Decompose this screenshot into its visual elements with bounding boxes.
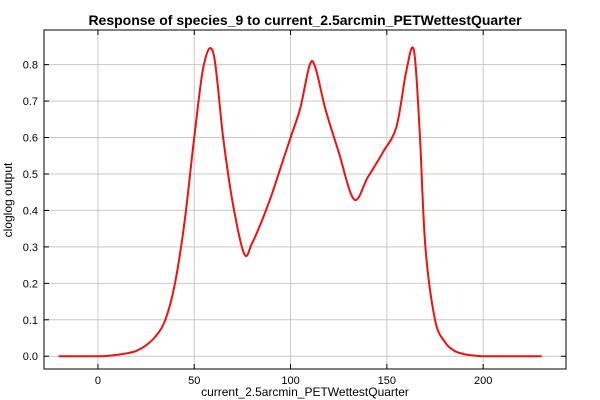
chart-title: Response of species_9 to current_2.5arcm… (88, 12, 522, 28)
y-tick-label: 0.6 (23, 133, 38, 145)
y-axis-label: cloglog output (1, 162, 15, 237)
x-tick-label: 100 (281, 375, 299, 387)
y-tick-label: 0.3 (23, 242, 38, 254)
axis-ticks: 0 50 100 150 200 0.0 0.1 0.2 0.3 0.4 0.5 0.6 0.7 0.8 (23, 30, 566, 387)
y-tick-label: 0.0 (23, 351, 38, 363)
x-axis-label: current_2.5arcmin_PETWettestQuarter (201, 385, 409, 399)
x-tick-label: 50 (188, 375, 200, 387)
y-tick-label: 0.7 (23, 96, 38, 108)
y-tick-label: 0.8 (23, 60, 38, 72)
response-curve-line (58, 46, 542, 358)
y-tick-label: 0.2 (23, 278, 38, 290)
gridlines (44, 30, 566, 369)
y-tick-label: 0.5 (23, 169, 38, 181)
y-tick-label: 0.4 (23, 205, 38, 217)
series-layer (58, 46, 542, 358)
x-tick-label: 200 (474, 375, 492, 387)
plot-frame (43, 29, 567, 370)
x-tick-label: 0 (95, 375, 101, 387)
y-tick-label: 0.1 (23, 315, 38, 327)
x-tick-label: 150 (378, 375, 396, 387)
